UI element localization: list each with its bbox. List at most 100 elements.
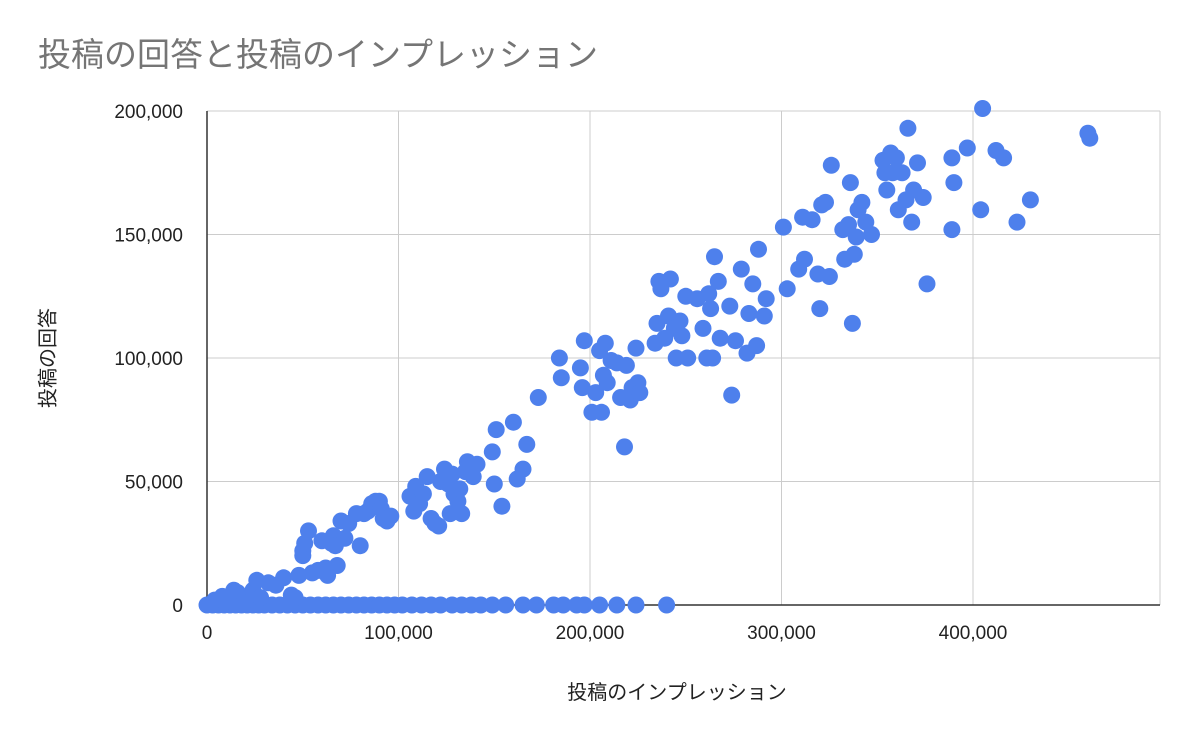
data-point [550,349,568,367]
y-tick-label: 150,000 [114,226,183,247]
data-point [493,497,511,515]
data-point [744,275,762,293]
data-points [198,100,1099,614]
data-point [483,443,501,461]
data-point [328,557,346,574]
data-point [596,334,614,352]
data-point [803,211,821,229]
data-point [817,193,834,211]
data-point [673,327,691,345]
data-point [840,216,857,234]
data-point [608,596,626,614]
data-point [878,181,896,199]
data-point [616,438,633,456]
data-point [914,189,932,206]
data-point [418,468,436,486]
data-point [336,529,354,547]
data-point [382,507,400,525]
data-point [248,571,266,589]
data-point [504,413,522,431]
data-point [351,537,369,555]
data-point [300,522,317,540]
data-point [575,332,593,350]
data-point [671,312,689,330]
y-tick-label: 50,000 [125,473,183,494]
data-point [514,596,532,614]
data-point [943,221,961,239]
data-point [820,268,838,285]
data-point [903,213,921,231]
x-tick-label: 200,000 [556,623,625,644]
data-point [587,384,605,402]
data-point [1008,213,1026,231]
data-point [694,319,712,337]
data-point [822,156,840,174]
x-tick-label: 300,000 [747,623,816,644]
data-point [483,596,501,614]
data-point [711,329,729,347]
data-point [631,384,649,402]
data-point [700,285,718,303]
x-tick-label: 0 [202,623,213,644]
data-point [617,356,635,374]
data-point [658,596,676,614]
y-tick-label: 200,000 [114,102,183,123]
data-point [487,421,505,439]
data-point [918,275,936,293]
data-point [514,460,532,478]
data-point [740,305,758,322]
data-point [843,314,861,332]
data-point [598,374,616,392]
x-tick-label: 400,000 [939,623,1008,644]
data-point [529,389,547,406]
data-point [774,218,792,236]
data-point [704,349,722,367]
data-point [995,149,1013,167]
data-point [796,250,813,268]
data-point [430,517,448,535]
y-tick-label: 0 [172,596,183,617]
data-point [627,339,645,357]
data-point [945,174,963,192]
data-point [1021,191,1039,209]
data-point [225,581,243,599]
data-point [1081,129,1099,147]
data-point [679,349,697,367]
data-point [778,280,796,298]
data-point [706,248,723,266]
data-point [721,297,739,315]
data-point [593,403,610,421]
data-point [727,332,744,350]
data-point [552,369,570,387]
data-point [702,300,720,318]
data-point [468,455,486,473]
data-point [732,260,750,278]
data-point [575,596,593,614]
y-tick-label: 100,000 [114,349,183,370]
data-point [518,435,536,453]
data-point [755,307,773,325]
data-point [899,119,917,137]
data-point [275,569,293,587]
data-point [661,270,679,288]
data-point [841,174,859,192]
data-point [972,201,990,219]
data-point [845,245,863,263]
data-point [943,149,961,167]
data-point [554,596,572,614]
data-point [748,337,766,355]
data-point [893,164,911,182]
data-point [887,149,905,167]
data-point [252,589,270,607]
data-point [709,272,727,290]
data-point [811,300,829,318]
data-point [847,228,865,246]
data-point [974,100,992,117]
data-point [627,596,645,614]
data-point [723,386,741,404]
chart-title: 投稿の回答と投稿のインプレッション [38,35,599,74]
data-point [909,154,926,172]
data-point [573,379,591,397]
data-point [863,226,880,243]
